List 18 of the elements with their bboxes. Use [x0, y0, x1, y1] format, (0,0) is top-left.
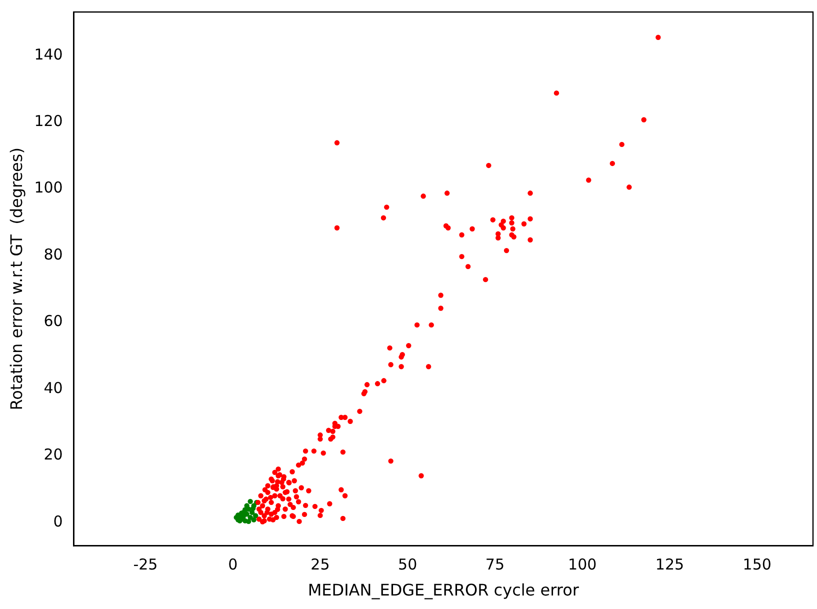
x-tick-label: 125 [655, 556, 684, 574]
y-tick-label: 140 [34, 45, 63, 64]
y-tick-label: 100 [34, 178, 63, 197]
y-tick-label: 80 [44, 245, 63, 264]
y-tick-label: 20 [44, 446, 63, 464]
y-tick-label: 0 [53, 512, 63, 530]
x-tick-label: 100 [568, 556, 597, 574]
x-tick-label: -25 [133, 556, 158, 574]
x-tick-label: 75 [485, 556, 505, 574]
x-tick-label: 0 [228, 556, 238, 574]
x-tick-label: 150 [742, 556, 772, 574]
y-tick-label: 60 [44, 312, 63, 330]
y-tick-label: 40 [44, 378, 63, 397]
x-axis-title: MEDIAN_EDGE_ERROR cycle error [308, 580, 580, 600]
x-tick-label: 25 [310, 556, 330, 574]
y-axis-title: Rotation error w.r.t GT (degrees) [6, 148, 26, 410]
x-tick-label: 50 [398, 556, 418, 574]
y-tick-label: 120 [34, 112, 63, 130]
